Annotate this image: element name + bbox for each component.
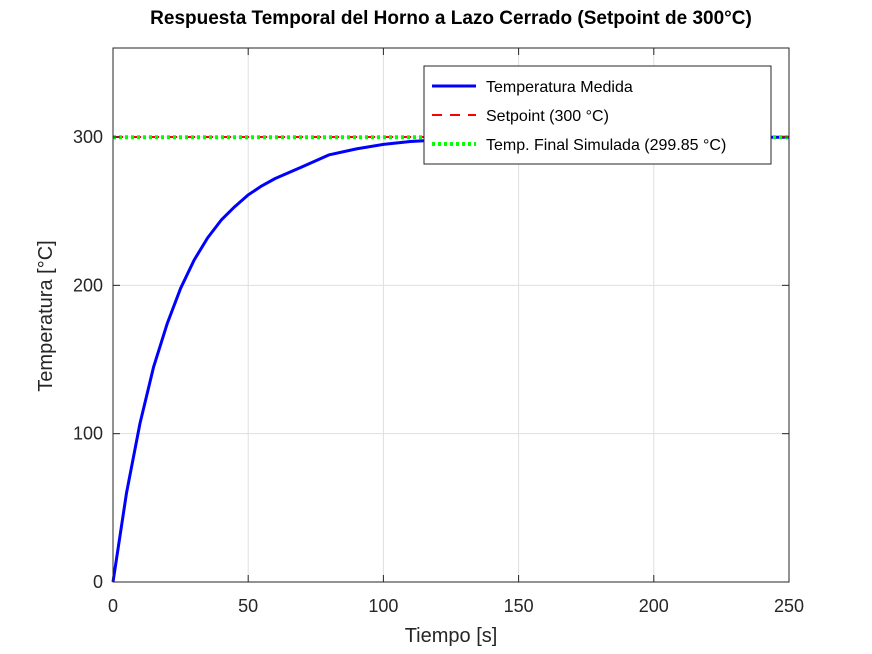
x-tick-label: 250 bbox=[774, 596, 804, 616]
x-tick-label: 150 bbox=[504, 596, 534, 616]
x-tick-label: 50 bbox=[238, 596, 258, 616]
axes-frame bbox=[112, 47, 790, 583]
legend-entry: Setpoint (300 °C) bbox=[486, 108, 609, 125]
y-tick-label: 0 bbox=[93, 572, 103, 592]
x-tick-label: 100 bbox=[368, 596, 398, 616]
x-tick-label: 200 bbox=[639, 596, 669, 616]
ticks: 0 50 100 150 200 250 0 100 200 300 bbox=[73, 48, 804, 616]
legend: Temperatura Medida Setpoint (300 °C) Temp.… bbox=[423, 65, 772, 165]
chart-title: Respuesta Temporal del Horno a Lazo Cerr… bbox=[150, 8, 752, 29]
y-tick-label: 100 bbox=[73, 424, 103, 444]
legend-entry: Temperatura Medida bbox=[486, 79, 633, 96]
y-tick-label: 200 bbox=[73, 275, 103, 295]
y-tick-label: 300 bbox=[73, 127, 103, 147]
x-tick-label: 0 bbox=[108, 596, 118, 616]
x-axis-label: Tiempo [s] bbox=[405, 625, 498, 647]
y-axis-label: Temperatura [°C] bbox=[35, 240, 57, 391]
legend-entry: Temp. Final Simulada (299.85 °C) bbox=[486, 137, 726, 154]
legend-box bbox=[423, 65, 772, 165]
